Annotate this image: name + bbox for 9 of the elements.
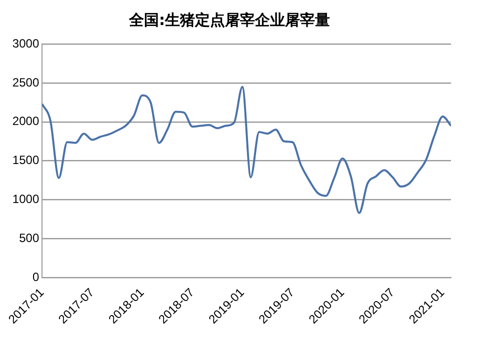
y-tick-label: 500 bbox=[19, 231, 40, 246]
y-tick-label: 3000 bbox=[12, 36, 40, 50]
line-series bbox=[42, 86, 451, 214]
y-tick-label: 2000 bbox=[12, 114, 40, 128]
chart-title: 全国:生猪定点屠宰企业屠宰量 bbox=[128, 10, 330, 29]
y-tick-label: 0 bbox=[32, 270, 40, 284]
y-tick-label: 2500 bbox=[12, 75, 40, 90]
y-tick-label: 1500 bbox=[12, 153, 40, 168]
y-tick-label: 1000 bbox=[12, 192, 40, 206]
